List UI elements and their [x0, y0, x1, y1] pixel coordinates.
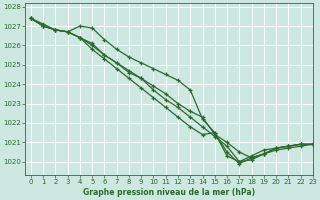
X-axis label: Graphe pression niveau de la mer (hPa): Graphe pression niveau de la mer (hPa) — [83, 188, 255, 197]
